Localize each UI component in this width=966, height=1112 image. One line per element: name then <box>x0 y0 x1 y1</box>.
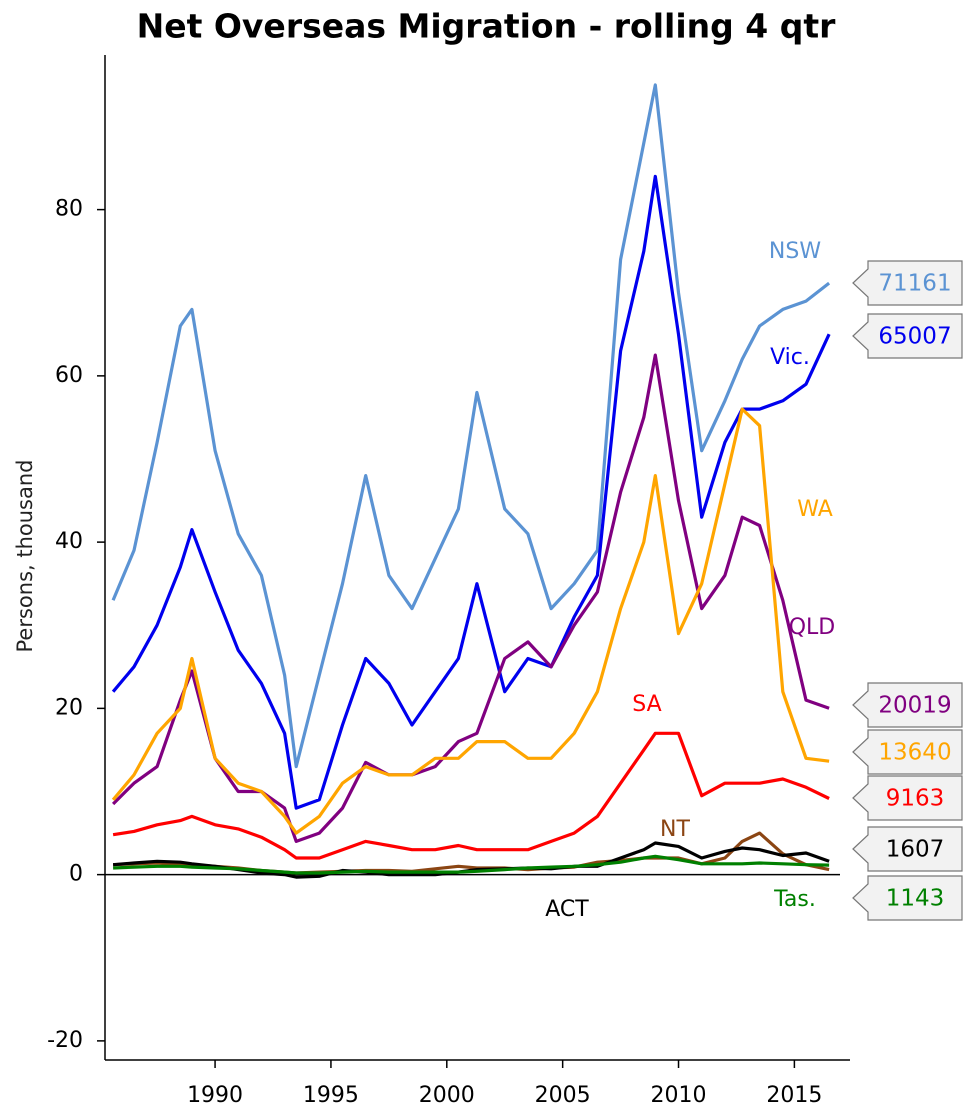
x-tick-label: 1990 <box>187 1083 243 1108</box>
x-tick-label: 1995 <box>303 1083 359 1108</box>
value-label: 1607 <box>886 837 945 863</box>
callout-box <box>852 682 963 728</box>
value-label: 9163 <box>886 786 945 812</box>
y-tick-label: -20 <box>47 1028 83 1053</box>
y-tick-label: 0 <box>69 862 83 887</box>
series-label: ACT <box>545 897 589 922</box>
value-label: 1143 <box>886 886 945 912</box>
value-label: 13640 <box>878 740 951 766</box>
y-tick-label: 60 <box>55 363 83 388</box>
series-label: WA <box>797 497 833 522</box>
value-label: 20019 <box>878 693 951 719</box>
y-axis-label: Persons, thousand <box>13 459 37 652</box>
chart-title: Net Overseas Migration - rolling 4 qtr <box>137 7 836 46</box>
series-label: Vic. <box>770 345 810 370</box>
value-label: 71161 <box>878 271 951 297</box>
series-label: NSW <box>769 239 821 264</box>
series-line <box>113 854 830 875</box>
callout-box <box>852 775 963 821</box>
series-line <box>111 353 830 843</box>
y-tick-label: 40 <box>55 529 83 554</box>
series-label: Tas. <box>773 887 816 912</box>
y-tick-label: 80 <box>55 197 83 222</box>
series-line <box>112 731 830 860</box>
series-label: QLD <box>789 615 836 640</box>
x-tick-label: 2000 <box>419 1083 475 1108</box>
x-tick-label: 2005 <box>535 1083 591 1108</box>
callout-box <box>852 729 963 775</box>
callout-box <box>852 260 963 306</box>
x-tick-label: 2010 <box>651 1083 707 1108</box>
y-tick-label: 20 <box>55 695 83 720</box>
callout-box <box>852 826 963 872</box>
series-line <box>111 83 831 769</box>
callout-box <box>852 313 963 359</box>
value-label: 65007 <box>878 324 951 350</box>
series-line <box>111 174 831 810</box>
series-line <box>111 407 830 835</box>
series-label: NT <box>660 817 690 842</box>
callout-box <box>852 875 963 921</box>
x-tick-label: 2015 <box>766 1083 822 1108</box>
series-label: SA <box>632 692 661 717</box>
